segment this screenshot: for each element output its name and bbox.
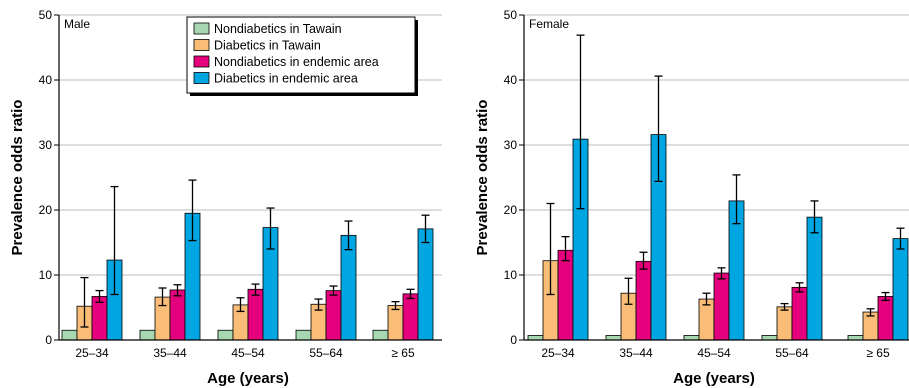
chart-panel-male: 0 10 20 30 40 50 25–34 35–44 45–54 55–64 ≥ 65 Male A…: [9, 8, 442, 387]
bar: [169, 289, 186, 341]
y-tick-label: 50: [39, 8, 53, 22]
chart-panel-female: 0 10 20 30 40 50 25–34 35–44 45–54 55–64 ≥ 65 Femal…: [474, 8, 909, 387]
bar: [61, 329, 78, 341]
bar: [557, 249, 574, 341]
x-tick-label: ≥ 65: [391, 346, 415, 360]
y-tick-label: 50: [504, 8, 518, 22]
y-tick-label: 40: [39, 73, 53, 87]
y-tick-label: 40: [504, 73, 518, 87]
y-tick-label: 0: [45, 333, 52, 347]
y-axis-title: Prevalence odds ratio: [9, 100, 26, 256]
legend-swatch: [193, 72, 210, 84]
bar: [791, 286, 808, 341]
bar: [387, 305, 404, 341]
bar: [247, 288, 264, 341]
x-tick-label: 55–64: [775, 346, 809, 360]
bar: [776, 306, 793, 341]
legend-swatch: [193, 39, 210, 51]
x-tick-label: 35–44: [153, 346, 187, 360]
bar: [91, 296, 108, 341]
bar: [372, 329, 389, 341]
legend-swatch: [193, 22, 210, 35]
x-tick-label: 35–44: [619, 346, 653, 360]
bar: [892, 238, 909, 341]
bar: [295, 329, 312, 341]
y-tick-label: 30: [39, 138, 53, 152]
x-tick-label: 55–64: [309, 346, 343, 360]
x-axis-title: Age (years): [673, 370, 755, 387]
legend-swatch: [193, 55, 210, 68]
bar: [217, 329, 234, 341]
y-tick-label: 0: [510, 333, 517, 347]
bar: [806, 216, 823, 341]
bar: [340, 234, 357, 341]
bar: [761, 335, 778, 341]
bar: [527, 335, 544, 341]
bar: [605, 335, 622, 341]
bar: [139, 329, 156, 341]
panel-title: Male: [64, 17, 90, 31]
bar: [713, 272, 730, 341]
legend: Nondiabetics in Tawain Diabetics in Tawai…: [186, 16, 418, 96]
x-tick-label: 45–54: [231, 346, 265, 360]
x-axis-title: Age (years): [207, 370, 289, 387]
bar: [635, 260, 652, 341]
y-tick-label: 10: [39, 268, 53, 282]
x-tick-label: 25–34: [75, 346, 109, 360]
x-tick-label: ≥ 65: [866, 346, 890, 360]
panel-title: Female: [529, 17, 569, 31]
bar: [402, 293, 419, 341]
y-tick-label: 30: [504, 138, 518, 152]
bar: [683, 335, 700, 341]
legend-box: [186, 16, 416, 94]
x-tick-label: 25–34: [541, 346, 575, 360]
legend-label: Nondiabetics in Tawain: [214, 22, 342, 36]
legend-label: Diabetics in Tawain: [214, 39, 321, 53]
y-tick-label: 20: [39, 203, 53, 217]
bar: [877, 296, 894, 341]
y-axis-title: Prevalence odds ratio: [474, 100, 491, 256]
legend-label: Nondiabetics in endemic area: [214, 55, 379, 69]
y-tick-label: 20: [504, 203, 518, 217]
x-tick-label: 45–54: [697, 346, 731, 360]
legend-label: Diabetics in endemic area: [214, 72, 358, 86]
bar: [417, 228, 434, 341]
y-tick-label: 10: [504, 268, 518, 282]
bar: [325, 290, 342, 341]
bar: [847, 335, 864, 341]
